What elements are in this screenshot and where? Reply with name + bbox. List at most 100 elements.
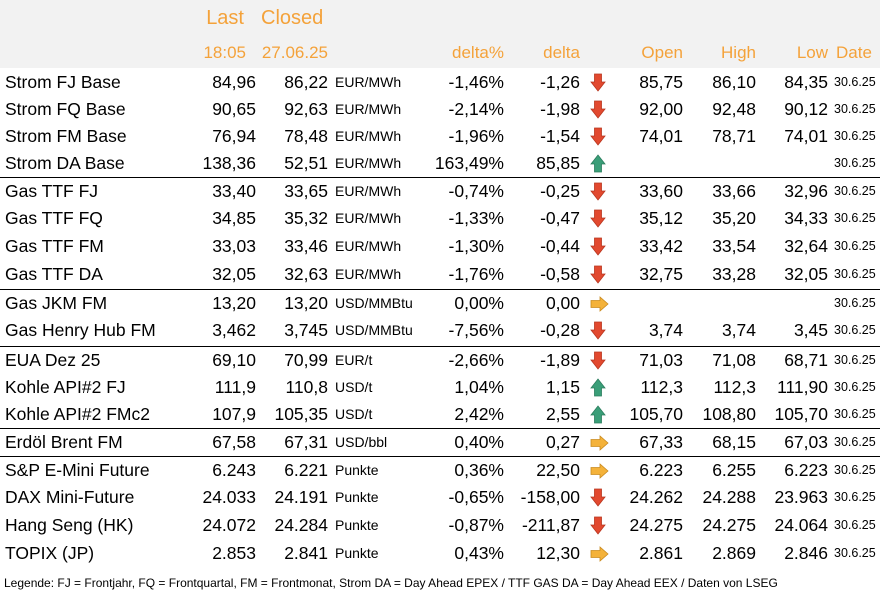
- high-value: 78,71: [712, 126, 756, 146]
- closed-value: 35,32: [284, 208, 328, 228]
- unit-label: EUR/MWh: [335, 101, 402, 117]
- closed-value: 70,99: [284, 350, 328, 370]
- open-value: 85,75: [639, 72, 683, 92]
- delta-pct-value: -0,65%: [448, 487, 504, 507]
- last-value: 24.033: [202, 487, 256, 507]
- date-value: 30.6.25: [834, 296, 876, 310]
- date-value: 30.6.25: [834, 102, 876, 116]
- low-value: 111,90: [777, 377, 828, 397]
- delta-pct-value: 0,36%: [454, 460, 504, 480]
- open-value: 67,33: [639, 432, 683, 452]
- low-value: 3,45: [793, 320, 828, 340]
- open-value: 71,03: [639, 350, 683, 370]
- date-value: 30.6.25: [834, 407, 876, 421]
- open-value: 3,74: [648, 320, 683, 340]
- open-value: 74,01: [639, 126, 683, 146]
- delta-value: -1,54: [540, 126, 580, 146]
- last-value: 84,96: [212, 72, 256, 92]
- low-value: 23.963: [774, 487, 828, 507]
- low-value: 84,35: [784, 72, 828, 92]
- last-value: 76,94: [212, 126, 256, 146]
- table-header: Last Closed 18:05 27.06.25 delta% delta …: [0, 0, 880, 68]
- date-value: 30.6.25: [834, 156, 876, 170]
- open-value: 24.275: [629, 515, 683, 535]
- date-value: 30.6.25: [834, 353, 876, 367]
- down-arrow-icon: [590, 237, 612, 256]
- high-value: 108,80: [702, 404, 756, 424]
- open-value: 105,70: [629, 404, 683, 424]
- header-closed-date: 27.06.25: [261, 43, 328, 62]
- low-value: 32,64: [784, 236, 828, 256]
- instrument-name: DAX Mini-Future: [5, 487, 135, 507]
- table-row: TOPIX (JP) 2.853 2.841 Punkte 0,43% 12,30 2.86…: [0, 540, 880, 567]
- closed-value: 6.221: [284, 460, 328, 480]
- open-value: 32,75: [639, 264, 683, 284]
- unit-label: Punkte: [335, 545, 379, 561]
- delta-value: 2,55: [545, 404, 580, 424]
- open-value: 33,60: [639, 181, 683, 201]
- delta-value: -0,28: [540, 320, 580, 340]
- delta-value: -0,44: [540, 236, 580, 256]
- low-value: 34,33: [784, 208, 828, 228]
- date-value: 30.6.25: [834, 211, 876, 225]
- date-value: 30.6.25: [834, 435, 876, 449]
- delta-pct-value: -7,56%: [448, 320, 504, 340]
- table-row: Strom DA Base 138,36 52,51 EUR/MWh 163,49% 85…: [0, 150, 880, 177]
- unit-label: Punkte: [335, 517, 379, 533]
- closed-value: 78,48: [284, 126, 328, 146]
- unit-label: EUR/MWh: [335, 210, 402, 226]
- high-value: 24.275: [702, 515, 756, 535]
- last-value: 33,40: [212, 181, 256, 201]
- instrument-name: Strom DA Base: [5, 153, 125, 173]
- delta-pct-value: -2,14%: [448, 99, 504, 119]
- date-value: 30.6.25: [834, 490, 876, 504]
- open-value: 35,12: [639, 208, 683, 228]
- unit-label: USD/t: [335, 406, 373, 422]
- last-value: 3,462: [212, 320, 256, 340]
- instrument-name: EUA Dez 25: [5, 350, 101, 370]
- unit-label: EUR/MWh: [335, 266, 402, 282]
- table-row: Kohle API#2 FJ 111,9 110,8 USD/t 1,04% 1,15 11…: [0, 374, 880, 401]
- unit-label: USD/bbl: [335, 434, 388, 450]
- header-delta-pct: delta%: [452, 43, 504, 62]
- closed-value: 110,8: [285, 377, 329, 397]
- delta-value: -0,25: [540, 181, 580, 201]
- unit-label: EUR/t: [335, 352, 373, 368]
- down-arrow-icon: [590, 265, 612, 284]
- last-value: 90,65: [212, 99, 256, 119]
- instrument-name: Kohle API#2 FJ: [5, 377, 126, 397]
- high-value: 33,54: [712, 236, 756, 256]
- low-value: 90,12: [784, 99, 828, 119]
- open-value: 24.262: [629, 487, 683, 507]
- last-value: 34,85: [212, 208, 256, 228]
- instrument-name: Gas TTF FQ: [5, 208, 103, 228]
- date-value: 30.6.25: [834, 184, 876, 198]
- header-closed: Closed: [261, 7, 324, 29]
- header-delta: delta: [543, 43, 580, 62]
- unit-label: USD/MMBtu: [335, 322, 413, 338]
- delta-pct-value: -1,46%: [448, 72, 504, 92]
- up-arrow-icon: [590, 378, 612, 397]
- open-value: 92,00: [639, 99, 683, 119]
- down-arrow-icon: [590, 100, 612, 119]
- high-value: 35,20: [712, 208, 756, 228]
- closed-value: 3,745: [284, 320, 328, 340]
- high-value: 92,48: [712, 99, 756, 119]
- instrument-name: Erdöl Brent FM: [5, 432, 123, 452]
- down-arrow-icon: [590, 488, 612, 507]
- unit-label: Punkte: [335, 489, 379, 505]
- instrument-name: Gas TTF FJ: [5, 181, 99, 201]
- delta-pct-value: -1,76%: [448, 264, 504, 284]
- high-value: 68,15: [712, 432, 756, 452]
- down-arrow-icon: [590, 182, 612, 201]
- delta-pct-value: -0,74%: [448, 181, 504, 201]
- high-value: 2.869: [712, 543, 756, 563]
- down-arrow-icon: [590, 209, 612, 228]
- table-row: EUA Dez 25 69,10 70,99 EUR/t -2,66% -1,89 71,0…: [0, 346, 880, 374]
- delta-value: 0,00: [545, 293, 580, 313]
- instrument-name: Gas TTF FM: [5, 236, 104, 256]
- delta-value: -1,89: [540, 350, 580, 370]
- delta-pct-value: 163,49%: [434, 153, 504, 173]
- open-value: 2.861: [639, 543, 683, 563]
- delta-pct-value: 0,40%: [454, 432, 504, 452]
